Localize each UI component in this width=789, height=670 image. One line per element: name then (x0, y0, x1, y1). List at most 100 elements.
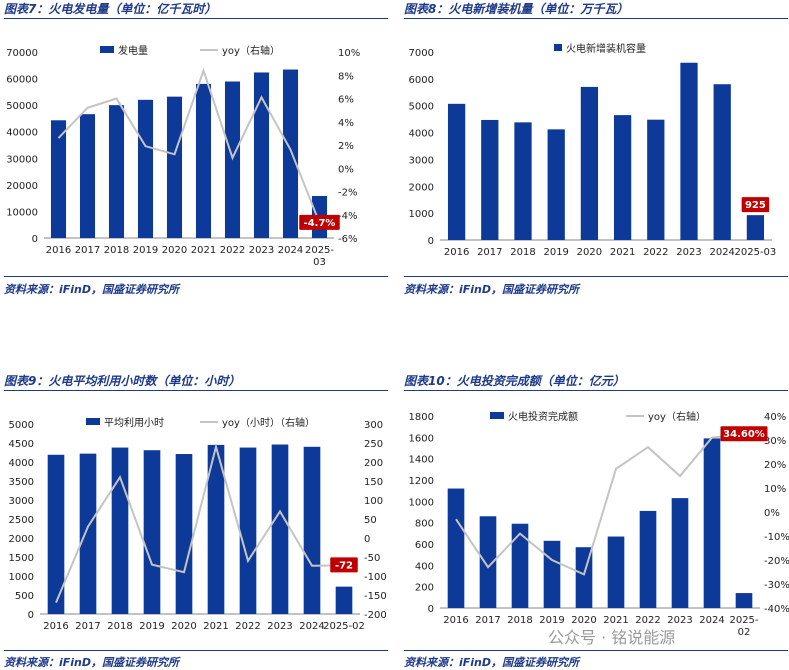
x-tick-label: 2023 (267, 621, 292, 632)
bar (447, 103, 466, 240)
callout-box (299, 214, 340, 230)
x-tick-label: 2021 (603, 615, 628, 626)
legend-label: yoy（右轴） (648, 410, 706, 423)
series-line (57, 67, 321, 224)
legend-label: 火电投资完成额 (508, 410, 578, 423)
bar (607, 536, 625, 608)
y-tick-label-left: 6000 (409, 75, 434, 86)
y-tick-label-left: 400 (415, 561, 434, 572)
legend-label: 平均利用小时 (104, 417, 164, 429)
y-tick-label-left: 4500 (9, 439, 34, 450)
y-tick-label-right: 250 (364, 439, 383, 450)
bar (271, 444, 289, 614)
y-tick-label-right: 200 (364, 458, 383, 469)
y-tick-label-left: 10000 (6, 207, 38, 218)
x-tick-label: 2023 (249, 245, 274, 256)
y-tick-label-right: -50 (364, 553, 380, 564)
y-tick-label-right: -150 (364, 591, 387, 602)
chart-panel-utilization-hours: 图表9：火电平均利用小时数（单位：小时） 0 500 1000 1500 2000 250… (4, 372, 388, 669)
y-tick-label-left: 3500 (9, 477, 34, 488)
y-tick-label-right: -2% (338, 188, 357, 199)
y-tick-label-right: 300 (364, 420, 383, 431)
x-tick-label: 2020 (171, 621, 196, 632)
x-tick-label: 2021 (191, 245, 216, 256)
chart-source: 资料来源：iFinD，国盛证券研究所 (404, 656, 580, 669)
bar (547, 129, 565, 240)
legend-swatch (86, 418, 100, 425)
x-tick-label: 03 (313, 257, 326, 268)
legend-label: yoy（小时）（右轴） (222, 416, 315, 429)
legend-label: 发电量 (118, 44, 148, 57)
y-tick-label-left: 40000 (6, 128, 38, 139)
x-tick-label: 2021 (610, 247, 635, 258)
x-tick-label: 2016 (444, 247, 469, 258)
bar (511, 523, 529, 608)
y-tick-label-left: 1000 (9, 572, 34, 583)
chart-title: 图表8：火电新增装机量（单位：万千瓦） (404, 2, 629, 16)
x-tick-label: 2016 (43, 621, 68, 632)
y-tick-label-right: -200 (364, 610, 387, 621)
x-tick-label: 2024 (278, 245, 303, 256)
y-tick-label-right: 0% (764, 508, 780, 519)
y-tick-label-left: 200 (415, 583, 434, 594)
x-tick-label: 2016 (46, 245, 71, 256)
bar (175, 454, 193, 614)
y-tick-label-right: -6% (338, 234, 357, 245)
bar (543, 540, 561, 608)
y-tick-label-left: 800 (415, 519, 434, 530)
bar (79, 453, 97, 614)
x-tick-label: 2019 (543, 247, 568, 258)
x-tick-label: 2018 (104, 245, 129, 256)
chart-title: 图表7：火电发电量（单位：亿千瓦时） (4, 2, 217, 16)
title-divider (404, 390, 788, 391)
y-tick-label-left: 3000 (409, 155, 434, 166)
y-tick-label-left: 1000 (409, 209, 434, 220)
bar (195, 83, 212, 238)
callout-label: -72 (335, 560, 353, 571)
bar (735, 593, 753, 608)
legend-swatch (490, 412, 504, 419)
bar (639, 510, 657, 608)
y-tick-label-left: 60000 (6, 75, 38, 86)
x-tick-label: 2022 (220, 245, 245, 256)
y-tick-label-left: 0 (28, 610, 34, 621)
y-tick-label-right: 150 (364, 477, 383, 488)
callout-label: -4.7% (304, 218, 336, 229)
y-tick-label-right: -20% (764, 556, 789, 567)
y-tick-label-left: 2000 (9, 534, 34, 545)
y-tick-label-right: -4% (338, 211, 357, 222)
chart-title: 图表9：火电平均利用小时数（单位：小时） (4, 374, 241, 388)
chart-panel-new-capacity: 图表8：火电新增装机量（单位：万千瓦） 0 1000 2000 3000 4000 500… (404, 0, 788, 296)
chart-source: 资料来源：iFinD，国盛证券研究所 (4, 283, 180, 296)
x-tick-label: 2018 (510, 247, 535, 258)
x-tick-label: 2017 (75, 621, 100, 632)
y-tick-label-left: 50000 (6, 101, 38, 112)
x-tick-label: 2024 (699, 615, 724, 626)
callout-box (741, 197, 770, 213)
bar (447, 488, 465, 608)
bar (166, 96, 183, 238)
callout-label: 34.60% (723, 429, 765, 440)
series-line (55, 442, 345, 603)
callout-label: 925 (745, 200, 766, 211)
y-tick-label-left: 0 (428, 236, 434, 247)
bar (108, 105, 125, 239)
bar (335, 586, 353, 614)
x-tick-label: 2017 (475, 615, 500, 626)
y-tick-label-right: 10% (764, 484, 786, 495)
bar (713, 84, 731, 240)
legend-swatch (554, 44, 562, 51)
title-divider (404, 18, 788, 19)
bar (143, 450, 161, 614)
bar (303, 446, 321, 614)
bar (239, 447, 257, 614)
legend-swatch (100, 46, 114, 53)
bar (207, 444, 225, 614)
y-tick-label-left: 2000 (409, 182, 434, 193)
y-tick-label-left: 1800 (409, 412, 434, 423)
y-tick-label-left: 4000 (409, 129, 434, 140)
y-tick-label-right: -40% (764, 604, 789, 615)
chart-panel-power-generation: 图表7：火电发电量（单位：亿千瓦时） 0 10000 20000 30000 40000… (4, 0, 388, 296)
chart-panel-investment: 图表10：火电投资完成额（单位：亿元） 0 200 400 600 800 1000 120… (404, 372, 789, 669)
x-tick-label: 2025- (305, 245, 334, 256)
